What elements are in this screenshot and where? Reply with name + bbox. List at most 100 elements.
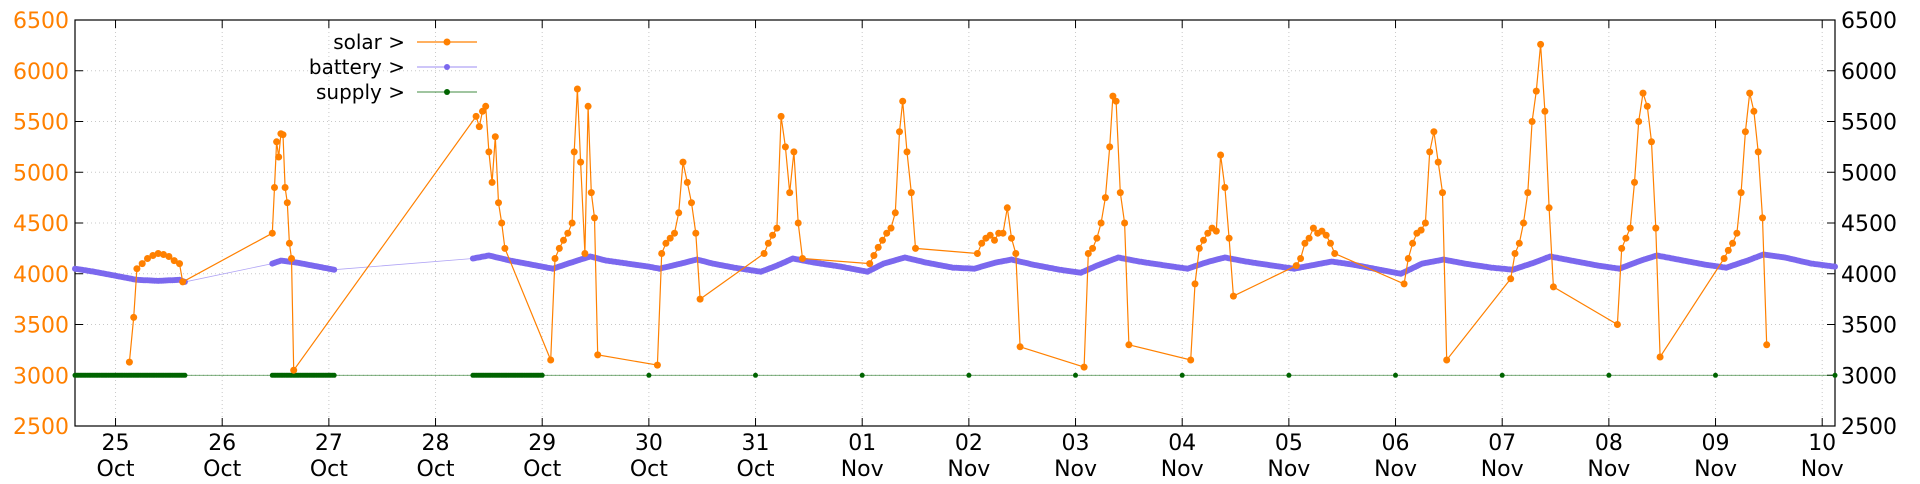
data-point-solar xyxy=(591,214,598,222)
data-point-solar xyxy=(290,366,298,374)
data-point-solar xyxy=(1101,194,1109,202)
data-point-solar xyxy=(1750,107,1758,115)
data-point-solar xyxy=(799,255,806,262)
data-point-supply xyxy=(132,372,138,378)
data-point-solar xyxy=(1212,227,1220,235)
data-point-solar xyxy=(491,133,499,141)
data-point-supply xyxy=(313,372,319,378)
y-axis-left: 2500 3000 3500 4000 4500 5000 5500 6000 6500 xyxy=(13,9,83,440)
data-point-solar xyxy=(1400,280,1408,288)
x-tick-label-month: Oct xyxy=(97,457,135,480)
y-tick-label-right: 6500 xyxy=(1841,9,1897,34)
legend-swatch-point xyxy=(444,64,450,70)
data-point-solar xyxy=(999,229,1007,237)
data-point-solar xyxy=(912,244,919,252)
legend-label: supply > xyxy=(316,80,405,104)
data-point-supply xyxy=(859,372,865,378)
data-point-solar xyxy=(1541,107,1549,115)
x-tick-label-month: Nov xyxy=(1267,457,1310,480)
data-point-solar xyxy=(1097,219,1105,227)
data-point-solar xyxy=(1520,219,1527,227)
data-point-solar xyxy=(144,255,151,262)
data-point-solar xyxy=(683,178,691,186)
data-point-solar xyxy=(786,189,794,197)
data-point-supply xyxy=(966,372,972,378)
data-point-solar xyxy=(1301,239,1309,247)
data-point-solar xyxy=(1754,148,1762,156)
data-point-solar xyxy=(472,112,480,120)
data-point-solar xyxy=(1746,89,1754,97)
data-point-solar xyxy=(1759,214,1766,222)
data-point-solar xyxy=(1112,97,1120,105)
data-point-solar xyxy=(1618,244,1626,252)
x-tick-label-day: 02 xyxy=(955,431,983,456)
y-tick-label-left: 4500 xyxy=(13,212,69,237)
data-point-solar xyxy=(794,219,802,227)
data-point-supply xyxy=(1713,372,1718,378)
y-tick-label-right: 4000 xyxy=(1841,263,1897,288)
x-tick-label-month: Oct xyxy=(737,457,775,480)
x-tick-label-month: Nov xyxy=(1374,457,1417,480)
data-point-solar xyxy=(1191,280,1199,288)
data-point-solar xyxy=(1639,89,1647,97)
data-point-supply xyxy=(1179,372,1185,378)
data-point-solar xyxy=(1439,189,1446,197)
legend-swatch-point xyxy=(444,89,450,95)
y-tick-label-right: 5500 xyxy=(1841,111,1897,136)
data-point-supply xyxy=(292,372,298,378)
data-point-solar xyxy=(692,229,700,237)
data-point-solar xyxy=(275,153,283,161)
data-point-supply xyxy=(1606,372,1612,378)
data-point-solar xyxy=(1656,353,1664,361)
x-tick-label-day: 09 xyxy=(1702,431,1730,456)
data-point-solar xyxy=(573,85,581,93)
data-point-supply xyxy=(537,372,543,378)
data-point-solar xyxy=(149,252,157,259)
data-point-solar xyxy=(475,123,483,131)
data-point-supply xyxy=(329,372,335,378)
data-point-solar xyxy=(1733,229,1741,237)
data-point-solar xyxy=(1331,250,1339,257)
data-point-solar xyxy=(896,128,903,136)
data-point-solar xyxy=(773,224,781,232)
data-point-solar xyxy=(1089,244,1097,252)
x-tick-label-day: 10 xyxy=(1808,431,1836,456)
data-point-solar xyxy=(1430,128,1438,136)
x-tick-label-day: 27 xyxy=(315,431,343,456)
x-tick-label-month: Nov xyxy=(947,457,990,480)
data-point-solar xyxy=(133,265,141,273)
data-point-solar xyxy=(764,239,772,247)
data-point-solar xyxy=(281,184,289,191)
data-point-solar xyxy=(1195,244,1203,252)
data-point-solar xyxy=(1421,219,1429,227)
y-tick-label-left: 5500 xyxy=(13,111,69,136)
y-tick-label-left: 6500 xyxy=(13,9,69,34)
data-point-solar xyxy=(1515,239,1523,247)
data-point-solar xyxy=(666,234,674,242)
data-point-solar xyxy=(658,250,666,257)
x-tick-label-day: 05 xyxy=(1275,431,1303,456)
data-point-solar xyxy=(1116,189,1124,197)
data-point-solar xyxy=(1652,224,1660,232)
x-tick-label-month: Oct xyxy=(417,457,455,480)
x-axis: 25Oct26Oct27Oct28Oct29Oct30Oct31Oct01Nov… xyxy=(97,20,1844,482)
data-point-solar xyxy=(1635,118,1643,125)
data-point-solar xyxy=(1225,234,1233,242)
data-point-solar xyxy=(1008,234,1015,242)
x-tick-label-day: 04 xyxy=(1168,431,1196,456)
data-point-solar xyxy=(1200,236,1207,244)
data-point-solar xyxy=(176,260,183,268)
data-point-solar xyxy=(279,131,287,139)
data-point-solar xyxy=(1643,102,1651,110)
data-point-solar xyxy=(1404,255,1412,262)
data-point-solar xyxy=(1528,118,1536,125)
data-point-solar xyxy=(138,260,146,268)
data-point-solar xyxy=(495,199,502,207)
y-tick-label-right: 4500 xyxy=(1841,212,1897,237)
data-point-supply xyxy=(753,372,758,378)
data-point-solar xyxy=(1012,250,1020,257)
x-tick-label-day: 29 xyxy=(528,431,556,456)
y-tick-label-right: 2500 xyxy=(1841,415,1897,440)
data-point-solar xyxy=(1434,158,1442,166)
